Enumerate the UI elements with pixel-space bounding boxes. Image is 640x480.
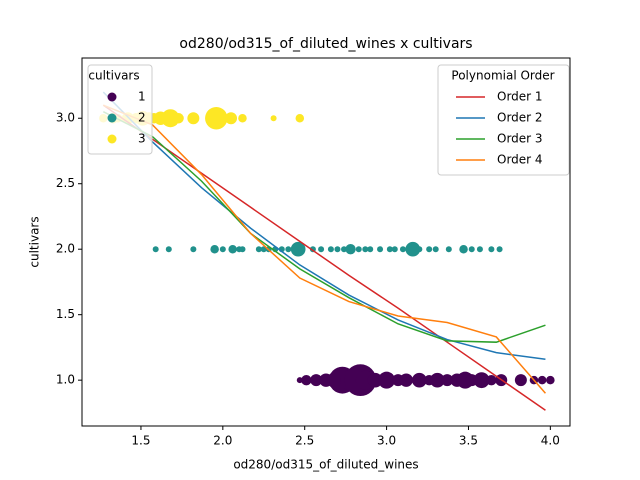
point [399,373,413,387]
fit-line [103,104,547,394]
point [296,377,303,384]
point [219,246,226,253]
y-tick-label: 2.0 [56,242,75,256]
point [441,374,454,387]
legend-label: 2 [138,111,146,125]
point [546,375,555,385]
point [228,244,237,254]
fit-line [102,111,546,343]
point [488,246,495,253]
y-tick-label: 1.5 [56,307,75,321]
point [430,372,445,388]
point [416,246,423,253]
point [334,246,341,253]
point [165,246,172,253]
point [270,115,277,122]
x-tick-label: 3.0 [377,434,396,448]
point [238,113,247,123]
point [362,246,369,253]
x-tick-label: 2.5 [295,434,314,448]
point [255,246,262,253]
point [341,246,348,253]
legend-title: Polynomial Order [451,69,554,83]
point [459,244,468,254]
point [205,107,228,130]
point [432,246,439,253]
y-tick-label: 2.5 [56,176,75,190]
point [239,246,246,253]
fit-line [102,104,546,411]
y-tick-label: 1.0 [56,373,75,387]
point [285,246,292,253]
x-axis-label: od280/od315_of_diluted_wines [233,458,418,472]
point [295,113,305,123]
legend-box [437,64,570,176]
point [290,241,306,257]
point [327,246,334,253]
point [345,244,356,255]
point [426,246,433,253]
y-axis-label: cultivars [28,216,42,267]
point [367,246,374,253]
point [173,113,184,124]
fit-line [102,91,546,360]
point [310,374,323,387]
point [210,244,219,254]
point [405,241,421,257]
legend-marker [107,134,117,144]
point [187,112,200,125]
legend-marker [107,92,117,102]
point [367,372,383,388]
legend-label: 3 [138,132,146,146]
y-tick-label: 3.0 [56,111,75,125]
point [473,372,490,389]
point [161,109,180,128]
point [445,246,452,253]
point [190,246,197,253]
x-tick-label: 1.5 [131,434,150,448]
point [355,246,362,253]
point [152,246,159,253]
frame [81,57,571,427]
legend-label: 1 [138,90,146,104]
legend-box [87,64,153,155]
point [301,374,312,386]
point [514,374,527,387]
point [391,246,398,253]
point [486,374,497,386]
x-tick-label: 4.0 [541,434,560,448]
point [318,246,325,253]
legend-label: Order 2 [497,111,543,125]
point [399,246,406,253]
legend-label: Order 4 [497,153,543,167]
point [411,372,427,388]
x-tick-label: 3.5 [459,434,478,448]
point [377,246,384,253]
legend-label: Order 1 [497,90,543,104]
point [537,375,547,385]
point [378,371,396,389]
point [476,246,483,253]
legend-marker [107,113,117,123]
point [225,112,238,125]
point [468,246,475,253]
chart-title: od280/od315_of_diluted_wines x cultivars [179,36,472,52]
x-tick-label: 2.0 [213,434,232,448]
legend-title: cultivars [88,69,139,83]
point [496,246,503,253]
point [386,246,393,253]
legend-label: Order 3 [497,132,543,146]
